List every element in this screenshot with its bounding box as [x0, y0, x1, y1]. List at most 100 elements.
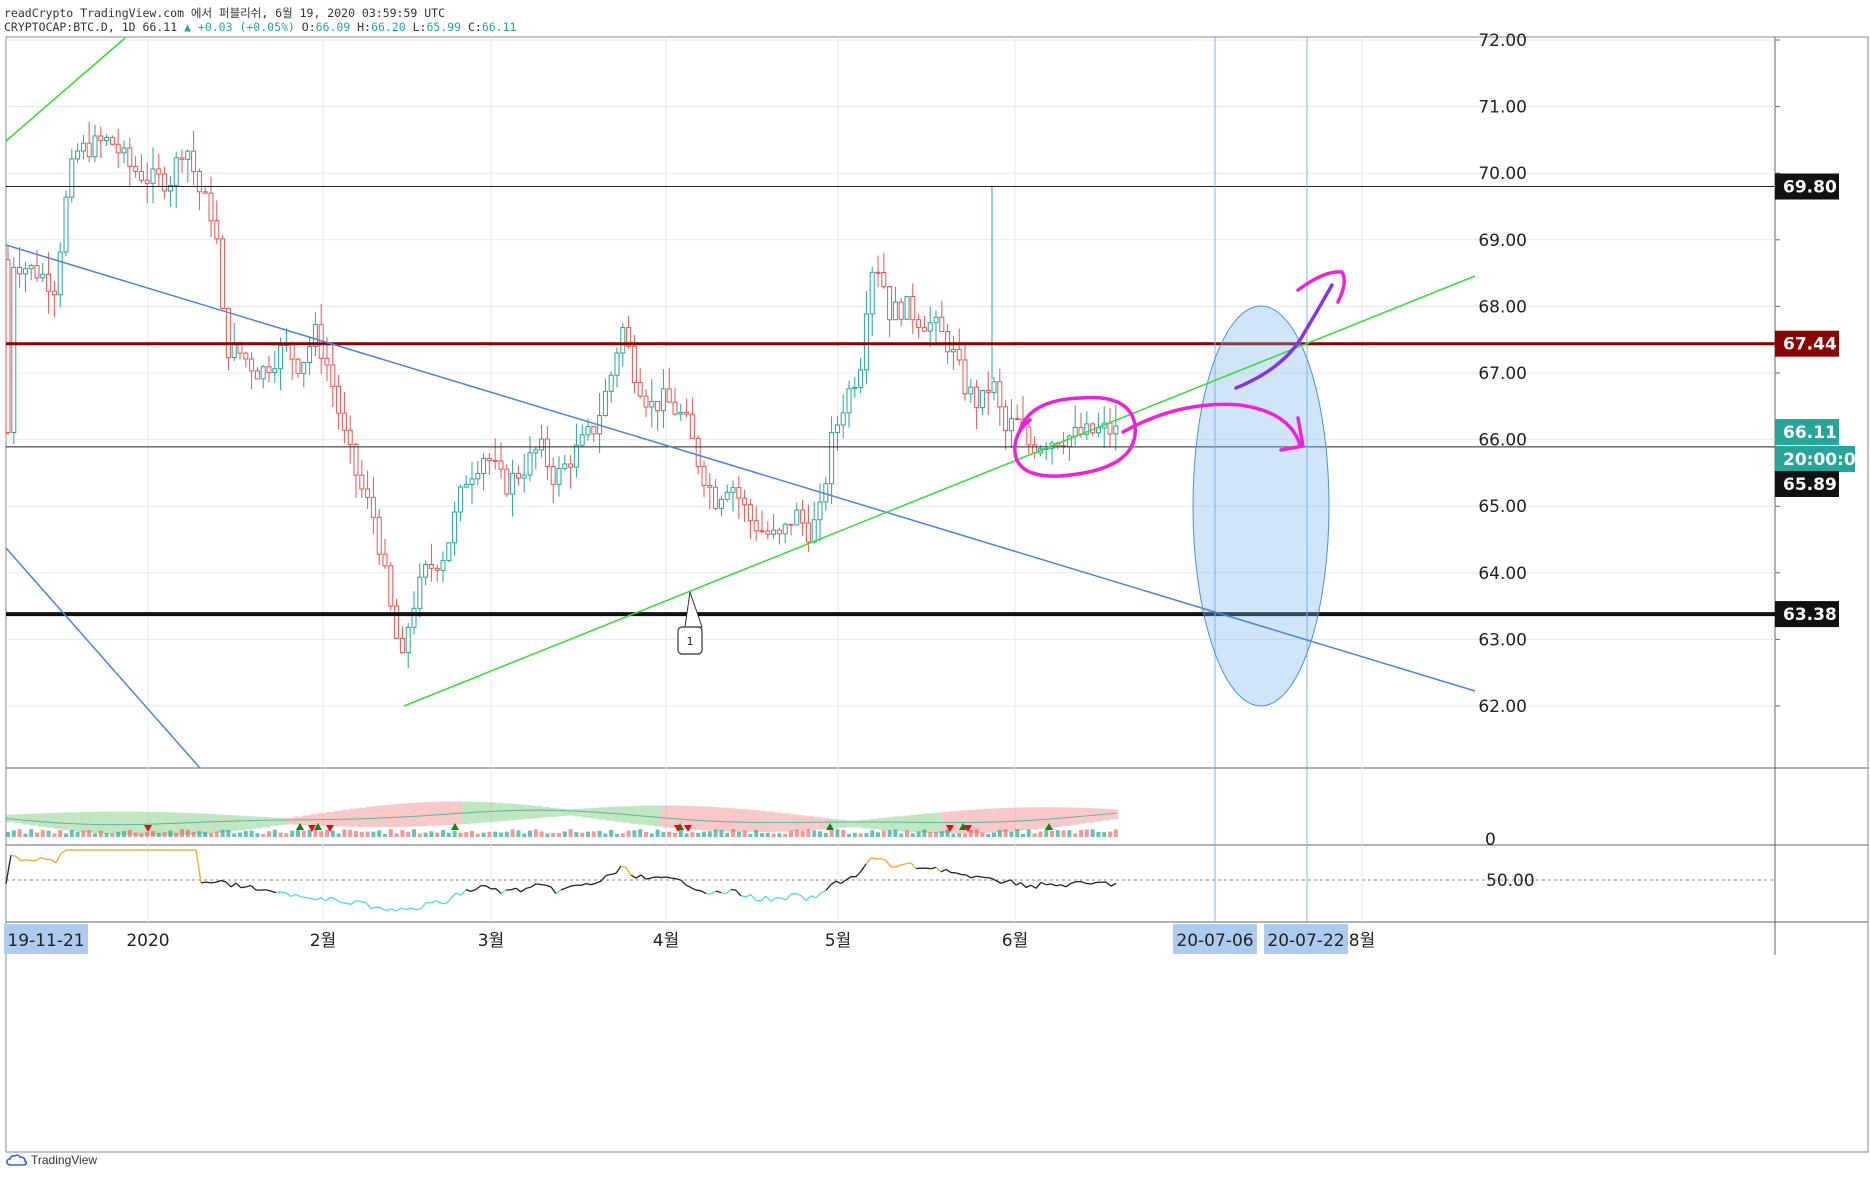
- candle: [254, 367, 260, 380]
- candle: [92, 124, 98, 163]
- oscillator-segment: [240, 886, 247, 889]
- candle: [312, 312, 318, 357]
- indicator-cloud-segment: [750, 810, 758, 833]
- candle-body: [724, 491, 730, 500]
- indicator-histogram-bar: [620, 833, 625, 837]
- indicator-cloud-segment: [198, 813, 206, 835]
- indicator-histogram-bar: [1073, 833, 1078, 837]
- oscillator-segment: [205, 881, 212, 884]
- price-tag: 66.11: [1775, 419, 1839, 445]
- indicator-cloud-segment: [958, 810, 966, 834]
- oscillator-segment: [710, 890, 717, 895]
- oscillator-segment: [15, 855, 22, 862]
- indicator-cloud-segment: [110, 811, 118, 835]
- oscillator-segment: [830, 880, 837, 886]
- price-axis[interactable]: 62.00 63.00 64.00 65.00 66.00 67.00 68.00 69.00…: [1478, 31, 1867, 891]
- oscillator-segment: [995, 880, 1002, 884]
- candle: [991, 376, 997, 401]
- candle-body: [57, 251, 63, 296]
- indicator-histogram-bar: [806, 829, 811, 837]
- indicator-histogram-bar: [301, 830, 306, 837]
- callout-pointer: [684, 591, 703, 628]
- oscillator-segment: [700, 890, 707, 895]
- candle: [417, 563, 423, 618]
- oscillator-segment: [380, 907, 387, 912]
- indicator-histogram-bar: [864, 833, 869, 837]
- candle-body: [655, 401, 661, 412]
- indicator-histogram-bar: [731, 829, 735, 837]
- price-tick-label: 72.00: [1478, 31, 1527, 51]
- indicator-histogram-bar: [545, 833, 550, 837]
- oscillator-segment: [655, 876, 662, 879]
- candle: [405, 623, 411, 668]
- oscillator-segment: [445, 897, 452, 905]
- candle: [457, 484, 463, 522]
- candle-body: [585, 426, 591, 436]
- indicator-histogram-bar: [377, 830, 382, 837]
- indicator-cloud-segment: [854, 820, 862, 828]
- candle-body: [63, 196, 69, 253]
- indicator-histogram-bar: [818, 831, 822, 837]
- candle: [98, 126, 104, 159]
- candle-body: [1095, 427, 1101, 434]
- indicator-histogram-bar: [1113, 829, 1118, 837]
- candle: [428, 543, 434, 582]
- candle-body: [115, 143, 121, 154]
- time-axis[interactable]: 19-11-21 2020 2월 3월 4월 5월 6월 20-07-06 20-07-22 8월: [4, 924, 1375, 954]
- indicator-cloud-segment: [286, 817, 294, 825]
- candle: [504, 464, 510, 498]
- indicator-histogram-bar: [609, 829, 614, 837]
- indicator-histogram-bar: [1044, 829, 1049, 837]
- candle-body: [330, 364, 336, 387]
- candle: [950, 335, 956, 370]
- candle-body: [51, 290, 57, 296]
- time-label: 20-07-06: [1173, 924, 1257, 954]
- oscillator-segment: [530, 883, 537, 888]
- symbol-label[interactable]: CRYPTOCAP:BTC.D, 1D: [4, 20, 136, 34]
- oscillator-segment: [680, 879, 687, 886]
- oscillator-segment: [940, 868, 947, 873]
- indicator-histogram-bar: [354, 830, 358, 837]
- indicator-histogram-bar: [603, 833, 608, 837]
- tradingview-logo[interactable]: TradingView: [6, 1153, 97, 1167]
- candle-body: [1026, 426, 1032, 446]
- candle: [498, 442, 504, 479]
- indicator-histogram-bar: [278, 832, 283, 837]
- oscillator-segment: [865, 857, 872, 865]
- candle-body: [840, 412, 846, 426]
- candle-body: [46, 273, 52, 292]
- indicator-histogram-bar: [272, 829, 277, 837]
- purple-arrow-path: [1234, 283, 1334, 390]
- candle-body: [127, 147, 133, 167]
- indicator-histogram-bar: [974, 829, 979, 837]
- oscillator-segment: [280, 891, 287, 894]
- candle-body: [1072, 426, 1078, 437]
- candle-body: [556, 468, 562, 485]
- indicator-histogram-bar: [475, 833, 480, 837]
- time-label: 6월: [1002, 931, 1028, 951]
- indicator-histogram-bar: [151, 831, 155, 837]
- oscillator-segment: [235, 882, 242, 889]
- oscillator-segment: [895, 864, 902, 868]
- candle: [69, 148, 75, 203]
- candle-body: [22, 268, 28, 275]
- sell-signal-icon: [674, 825, 682, 832]
- candles-layer: [5, 121, 1119, 668]
- candle-body: [985, 389, 991, 393]
- oscillator-segment: [600, 875, 607, 882]
- indicator-cloud-segment: [702, 806, 710, 831]
- oscillator-segment: [945, 868, 952, 874]
- candle: [440, 551, 446, 583]
- candle-body: [1014, 418, 1020, 421]
- time-label: 3월: [478, 931, 504, 951]
- candle: [266, 355, 272, 383]
- candle: [887, 286, 893, 338]
- oscillator-segment: [5, 855, 12, 884]
- oscillator-segment: [40, 856, 47, 861]
- indicator-cloud-segment: [638, 805, 646, 825]
- candle: [179, 149, 185, 174]
- candle-body: [399, 637, 405, 654]
- candle-body: [539, 438, 545, 451]
- candle-body: [510, 472, 516, 495]
